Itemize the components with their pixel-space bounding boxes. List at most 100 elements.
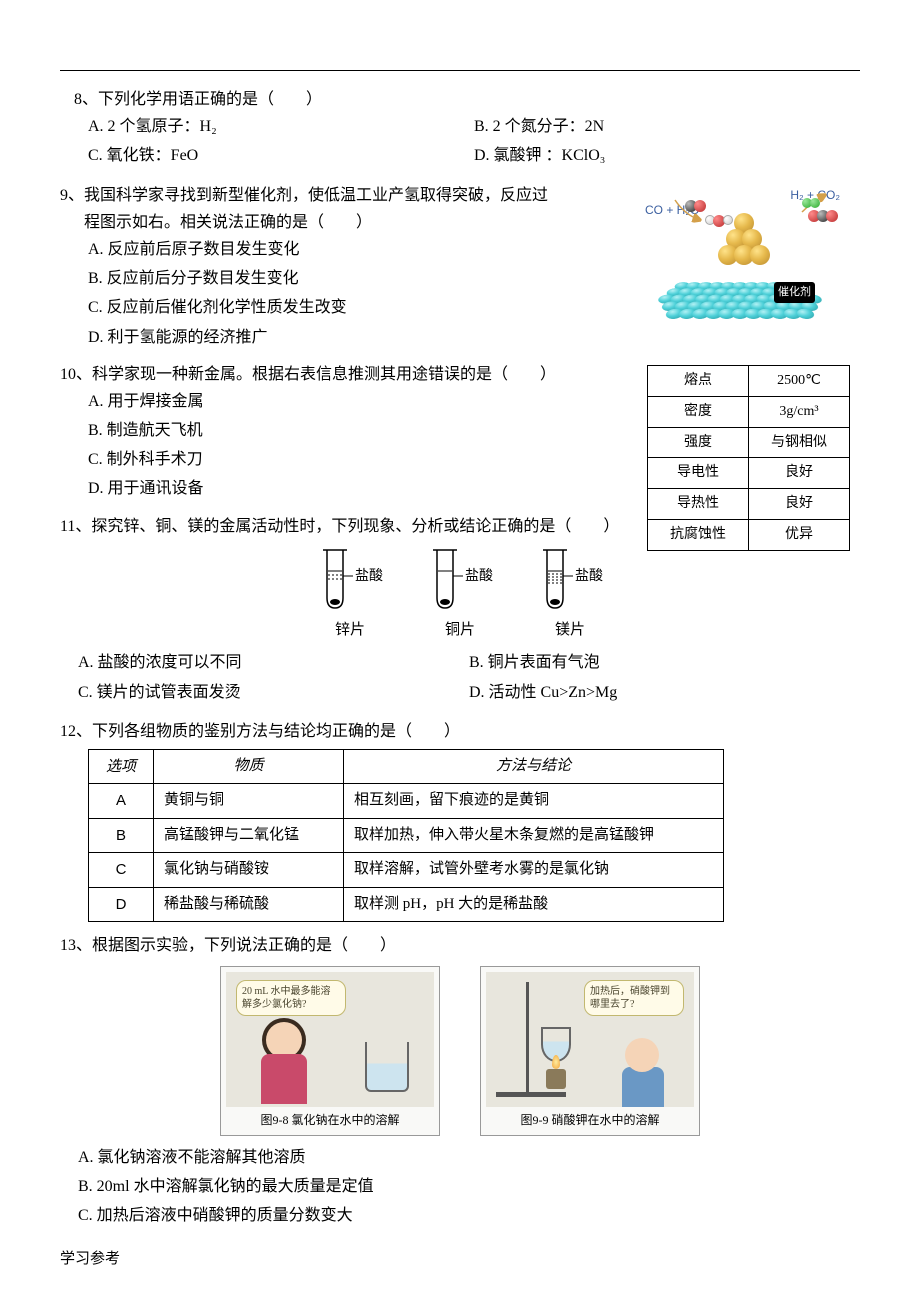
burner-icon	[546, 1069, 566, 1089]
prop-name: 熔点	[648, 366, 749, 397]
q11-number: 11、	[60, 513, 91, 540]
q9-stem-line1: 我国科学家寻找到新型催化剂，使低温工业产氢取得突破，反应过	[84, 187, 548, 204]
reagent-label: 盐酸	[465, 568, 493, 584]
q8-option-b: B. 2 个氮分子：2N	[474, 113, 860, 140]
row-option: D	[89, 887, 154, 922]
prop-name: 密度	[648, 396, 749, 427]
table-header-row: 选项 物质 方法与结论	[89, 749, 724, 784]
q9-number: 9、	[60, 182, 84, 236]
q13-option-b: B. 20ml 水中溶解氯化钠的最大质量是定值	[78, 1173, 860, 1200]
q10-stem: 科学家现一种新金属。根据右表信息推测其用途错误的是（ ）	[92, 361, 556, 388]
q11-option-a: A. 盐酸的浓度可以不同	[78, 649, 469, 676]
stand-icon	[526, 982, 529, 1097]
speech-bubble: 加热后，硝酸钾到哪里去了?	[584, 980, 684, 1016]
reagent-label: 盐酸	[355, 568, 383, 584]
prop-name: 强度	[648, 427, 749, 458]
prop-value: 良好	[749, 489, 850, 520]
question-13: 13、 根据图示实验，下列说法正确的是（ ） 20 mL 水中最多能溶解多少氯化…	[60, 932, 860, 1229]
test-tube-icon: 盐酸	[315, 546, 385, 616]
q13-stem: 根据图示实验，下列说法正确的是（ ）	[92, 932, 396, 959]
row-option: A	[89, 784, 154, 819]
table-row: 抗腐蚀性优异	[648, 519, 850, 550]
metal-properties-table: 熔点2500℃ 密度3g/cm³ 强度与钢相似 导电性良好 导热性良好 抗腐蚀性…	[647, 365, 850, 551]
header-option: 选项	[89, 749, 154, 784]
test-tube-icon: 盐酸	[535, 546, 605, 616]
beaker-icon	[365, 1042, 409, 1092]
test-tube-icon: 盐酸	[425, 546, 495, 616]
question-12: 12、 下列各组物质的鉴别方法与结论均正确的是（ ） 选项 物质 方法与结论 A…	[60, 718, 860, 923]
table-row: D 稀盐酸与稀硫酸 取样测 pH，pH 大的是稀盐酸	[89, 887, 724, 922]
speech-bubble: 20 mL 水中最多能溶解多少氯化钠?	[236, 980, 346, 1016]
figure-caption: 图9-8 氯化钠在水中的溶解	[226, 1107, 434, 1130]
prop-value: 与钢相似	[749, 427, 850, 458]
top-rule	[60, 70, 860, 71]
molecule-h2-icon	[802, 198, 820, 208]
table-row: 强度与钢相似	[648, 427, 850, 458]
test-tubes-diagram: 盐酸 锌片 盐酸 铜片	[60, 546, 860, 644]
row-method: 取样溶解，试管外壁考水雾的是氯化钠	[344, 853, 724, 888]
row-method: 取样加热，伸入带火星木条复燃的是高锰酸钾	[344, 818, 724, 853]
identification-table: 选项 物质 方法与结论 A 黄铜与铜 相互刻画，留下痕迹的是黄铜 B 高锰酸钾与…	[88, 749, 724, 923]
question-8: 8、 下列化学用语正确的是（ ） A. 2 个氢原子：H₂ B. 2 个氮分子：…	[60, 86, 860, 172]
prop-value: 3g/cm³	[749, 396, 850, 427]
row-option: C	[89, 853, 154, 888]
q13-number: 13、	[60, 932, 92, 959]
q12-stem: 下列各组物质的鉴别方法与结论均正确的是（ ）	[92, 718, 460, 745]
prop-name: 导热性	[648, 489, 749, 520]
table-row: 导电性良好	[648, 458, 850, 489]
row-substance: 稀盐酸与稀硫酸	[154, 887, 344, 922]
boy-body-icon	[622, 1067, 664, 1107]
boy-head-icon	[625, 1038, 659, 1072]
prop-value: 2500℃	[749, 366, 850, 397]
gold-cluster-icon	[720, 215, 768, 263]
test-tube-magnesium: 盐酸 镁片	[535, 546, 605, 644]
q8-stem: 下列化学用语正确的是（ ）	[98, 86, 322, 113]
metal-label: 镁片	[535, 618, 605, 644]
stand-base-icon	[496, 1092, 566, 1097]
table-row: 导热性良好	[648, 489, 850, 520]
q12-number: 12、	[60, 718, 92, 745]
catalyst-diagram: CO + H₂O H₂ + CO₂ 催化剂	[630, 180, 850, 335]
test-tube-zinc: 盐酸 锌片	[315, 546, 385, 644]
row-substance: 高锰酸钾与二氧化锰	[154, 818, 344, 853]
molecule-co2-icon	[808, 210, 838, 222]
figure-caption: 图9-9 硝酸钾在水中的溶解	[486, 1107, 694, 1130]
nacl-dissolve-scene: 20 mL 水中最多能溶解多少氯化钠?	[226, 972, 434, 1107]
q13-option-a: A. 氯化钠溶液不能溶解其他溶质	[78, 1144, 860, 1171]
prop-value: 优异	[749, 519, 850, 550]
q11-option-d: D. 活动性 Cu>Zn>Mg	[469, 679, 860, 706]
table-row: 熔点2500℃	[648, 366, 850, 397]
q8-option-a: A. 2 个氢原子：H₂	[88, 113, 474, 140]
prop-value: 良好	[749, 458, 850, 489]
q8-option-c: C. 氧化铁：FeO	[88, 142, 474, 169]
prop-name: 抗腐蚀性	[648, 519, 749, 550]
header-substance: 物质	[154, 749, 344, 784]
row-option: B	[89, 818, 154, 853]
q10-number: 10、	[60, 361, 92, 388]
molecule-co-icon	[685, 200, 706, 212]
metal-label: 锌片	[315, 618, 385, 644]
row-substance: 黄铜与铜	[154, 784, 344, 819]
q11-option-b: B. 铜片表面有气泡	[469, 649, 860, 676]
header-method: 方法与结论	[344, 749, 724, 784]
reagent-label: 盐酸	[575, 568, 603, 584]
table-row: B 高锰酸钾与二氧化锰 取样加热，伸入带火星木条复燃的是高锰酸钾	[89, 818, 724, 853]
table-row: 密度3g/cm³	[648, 396, 850, 427]
page-footer: 学习参考	[60, 1247, 120, 1273]
row-method: 相互刻画，留下痕迹的是黄铜	[344, 784, 724, 819]
figure-9-8: 20 mL 水中最多能溶解多少氯化钠? 图9-8 氯化钠在水中的溶解	[220, 966, 440, 1136]
figure-9-9: 加热后，硝酸钾到哪里去了? 图9-9 硝酸钾在水中的溶解	[480, 966, 700, 1136]
q13-option-c: C. 加热后溶液中硝酸钾的质量分数变大	[78, 1202, 860, 1229]
q8-option-d: D. 氯酸钾 ：KClO₃	[474, 142, 860, 169]
q11-option-c: C. 镁片的试管表面发烫	[78, 679, 469, 706]
q11-stem: 探究锌、铜、镁的金属活动性时，下列现象、分析或结论正确的是（ ）	[91, 513, 619, 540]
table-row: A 黄铜与铜 相互刻画，留下痕迹的是黄铜	[89, 784, 724, 819]
catalyst-badge: 催化剂	[774, 282, 815, 303]
test-tube-copper: 盐酸 铜片	[425, 546, 495, 644]
q8-number: 8、	[74, 86, 98, 113]
kno3-dissolve-scene: 加热后，硝酸钾到哪里去了?	[486, 972, 694, 1107]
row-substance: 氯化钠与硝酸铵	[154, 853, 344, 888]
table-row: C 氯化钠与硝酸铵 取样溶解，试管外壁考水雾的是氯化钠	[89, 853, 724, 888]
girl-head-icon	[266, 1022, 302, 1058]
row-method: 取样测 pH，pH 大的是稀盐酸	[344, 887, 724, 922]
